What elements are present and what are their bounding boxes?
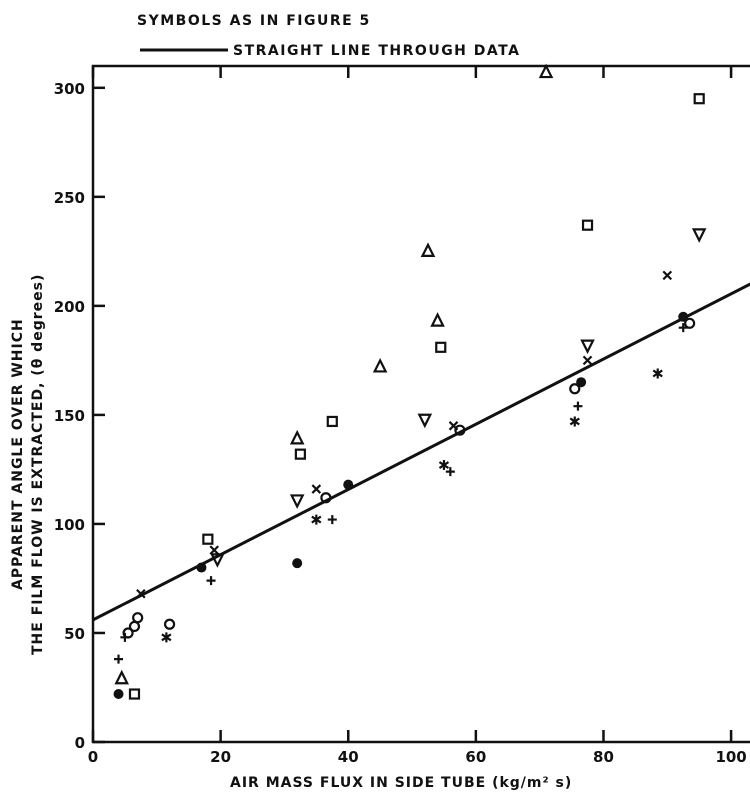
y-tick-label: 200 [54, 298, 85, 316]
y-axis-title-line2: THE FILM FLOW IS EXTRACTED, (θ degrees) [30, 274, 46, 655]
data-point-triangle-up [114, 669, 129, 685]
data-point-asterisk [652, 368, 663, 379]
x-tick-label: 40 [338, 748, 359, 766]
data-point-asterisk [569, 416, 580, 427]
data-point-triangle-down [580, 339, 595, 355]
data-point-open-circle [132, 612, 144, 624]
x-tick-label: 0 [88, 748, 98, 766]
data-point-x [136, 588, 146, 599]
data-point-x [662, 270, 673, 281]
y-tick-label: 0 [75, 734, 85, 752]
x-tick-label: 100 [715, 748, 746, 766]
y-axis: 0 50 100 150 200 250 300 [54, 80, 105, 752]
data-point-filled-circle [196, 562, 207, 573]
x-axis: 0 20 40 60 80 100 [88, 66, 747, 766]
data-point-square [294, 448, 306, 460]
data-point-square [128, 688, 141, 700]
data-point-open-circle [163, 618, 176, 630]
data-points [113, 63, 707, 700]
legend-label: STRAIGHT LINE THROUGH DATA [233, 43, 520, 59]
data-point-square [693, 93, 705, 105]
data-point-plus [678, 323, 688, 333]
data-point-square [326, 415, 338, 428]
y-tick-label: 150 [54, 407, 85, 425]
data-point-plus [573, 401, 583, 411]
legend: STRAIGHT LINE THROUGH DATA [140, 43, 520, 59]
plot-frame [91, 64, 750, 744]
data-point-plus [327, 515, 337, 525]
data-point-open-circle [454, 424, 466, 436]
data-point-x [311, 484, 322, 494]
data-point-filled-circle [678, 311, 689, 322]
x-tick-label: 80 [593, 748, 614, 766]
data-point-asterisk [311, 514, 322, 525]
data-point-triangle-up [289, 429, 305, 445]
data-point-x [209, 545, 220, 555]
y-tick-label: 50 [64, 625, 85, 643]
data-point-filled-circle [113, 689, 124, 700]
data-point-filled-circle [576, 377, 587, 388]
data-point-x [448, 421, 459, 431]
data-point-open-circle [569, 383, 581, 395]
y-tick-label: 300 [54, 80, 85, 98]
x-tick-label: 60 [465, 748, 486, 766]
y-tick-label: 100 [54, 516, 85, 534]
x-tick-label: 20 [210, 748, 231, 766]
data-point-filled-circle [343, 479, 354, 490]
data-point-triangle-down [289, 494, 305, 509]
data-point-plus [120, 632, 130, 642]
data-point-triangle-up [420, 242, 436, 257]
data-point-x [582, 355, 593, 366]
data-point-plus [206, 576, 216, 586]
y-axis-title-line1: APPARENT ANGLE OVER WHICH [10, 318, 26, 590]
data-point-triangle-up [430, 312, 445, 327]
fit-line [92, 282, 750, 622]
data-point-square [581, 219, 594, 231]
data-point-filled-circle [292, 558, 303, 569]
data-point-asterisk [438, 460, 450, 471]
data-point-asterisk [161, 632, 172, 643]
data-point-open-circle [320, 492, 332, 504]
x-axis-title: AIR MASS FLUX IN SIDE TUBE (kg/m² s) [230, 775, 572, 791]
data-point-square [202, 533, 214, 545]
y-tick-label: 250 [54, 189, 85, 207]
data-point-triangle-up [538, 63, 554, 79]
data-point-triangle-down [691, 228, 707, 243]
data-point-open-circle [684, 317, 696, 329]
data-point-triangle-down [417, 413, 433, 429]
data-point-plus [114, 654, 124, 664]
data-point-square [435, 341, 447, 353]
data-point-triangle-up [372, 357, 388, 373]
symbols-note: SYMBOLS AS IN FIGURE 5 [137, 13, 371, 29]
data-point-plus [445, 467, 455, 477]
